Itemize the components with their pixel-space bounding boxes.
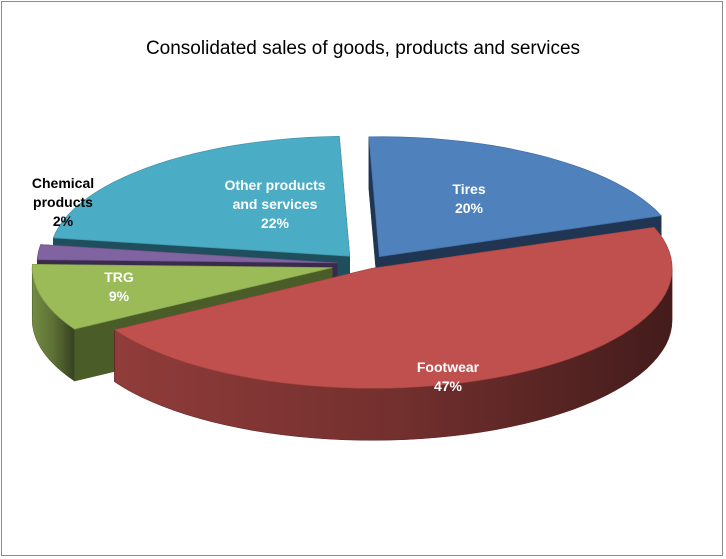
chart-title: Consolidated sales of goods, products an… xyxy=(145,38,581,59)
data-label-other-products-and-services: Other products and services 22% xyxy=(224,177,325,231)
data-label-tires: Tires 20% xyxy=(452,181,485,216)
data-label-chemical-products: Chemical products 2% xyxy=(32,175,94,229)
data-label-trg: TRG 9% xyxy=(104,269,134,304)
data-label-footwear: Footwear 47% xyxy=(417,359,480,394)
slice-top-face xyxy=(36,244,338,264)
slice-top-face xyxy=(368,136,662,258)
slice-top-face xyxy=(113,226,673,389)
slice-footwear xyxy=(113,226,673,441)
slice-top-face xyxy=(31,263,333,330)
slice-top-face xyxy=(52,135,351,257)
